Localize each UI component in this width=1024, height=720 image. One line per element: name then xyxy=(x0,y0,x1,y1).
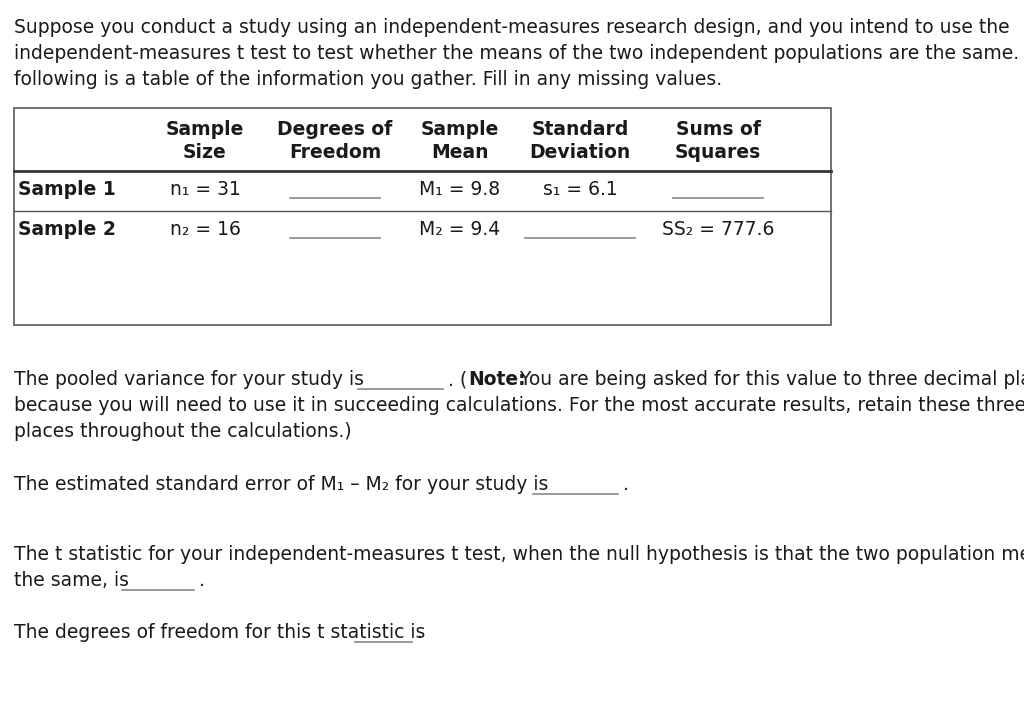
Text: You are being asked for this value to three decimal places,: You are being asked for this value to th… xyxy=(514,370,1024,389)
Text: the same, is: the same, is xyxy=(14,571,129,590)
Text: Sample: Sample xyxy=(166,120,244,139)
Text: because you will need to use it in succeeding calculations. For the most accurat: because you will need to use it in succe… xyxy=(14,396,1024,415)
Text: Sample 2: Sample 2 xyxy=(18,220,116,239)
Text: .: . xyxy=(199,571,205,590)
Text: Mean: Mean xyxy=(431,143,488,162)
Text: . (: . ( xyxy=(449,370,467,389)
Text: Standard: Standard xyxy=(531,120,629,139)
Text: The pooled variance for your study is: The pooled variance for your study is xyxy=(14,370,364,389)
Text: Suppose you conduct a study using an independent-measures research design, and y: Suppose you conduct a study using an ind… xyxy=(14,18,1010,37)
Text: M₂ = 9.4: M₂ = 9.4 xyxy=(420,220,501,239)
Text: Sums of: Sums of xyxy=(676,120,761,139)
Text: .: . xyxy=(623,475,629,494)
Text: n₂ = 16: n₂ = 16 xyxy=(170,220,241,239)
Text: s₁ = 6.1: s₁ = 6.1 xyxy=(543,180,617,199)
Text: Note:: Note: xyxy=(468,370,525,389)
Text: independent-measures t test to test whether the means of the two independent pop: independent-measures t test to test whet… xyxy=(14,44,1024,63)
Text: .: . xyxy=(417,623,423,642)
Text: Sample: Sample xyxy=(421,120,499,139)
Text: The t statistic for your independent-measures t test, when the null hypothesis i: The t statistic for your independent-mea… xyxy=(14,545,1024,564)
Text: Freedom: Freedom xyxy=(289,143,381,162)
Text: Squares: Squares xyxy=(675,143,761,162)
Text: places throughout the calculations.): places throughout the calculations.) xyxy=(14,422,351,441)
Text: n₁ = 31: n₁ = 31 xyxy=(170,180,241,199)
Text: The degrees of freedom for this t statistic is: The degrees of freedom for this t statis… xyxy=(14,623,425,642)
Text: Sample 1: Sample 1 xyxy=(18,180,116,199)
Text: Degrees of: Degrees of xyxy=(278,120,392,139)
Text: SS₂ = 777.6: SS₂ = 777.6 xyxy=(662,220,774,239)
Text: The estimated standard error of M₁ – M₂ for your study is: The estimated standard error of M₁ – M₂ … xyxy=(14,475,549,494)
Text: M₁ = 9.8: M₁ = 9.8 xyxy=(420,180,501,199)
Bar xyxy=(14,108,831,325)
Text: Deviation: Deviation xyxy=(529,143,631,162)
Text: Size: Size xyxy=(183,143,227,162)
Text: following is a table of the information you gather. Fill in any missing values.: following is a table of the information … xyxy=(14,70,722,89)
